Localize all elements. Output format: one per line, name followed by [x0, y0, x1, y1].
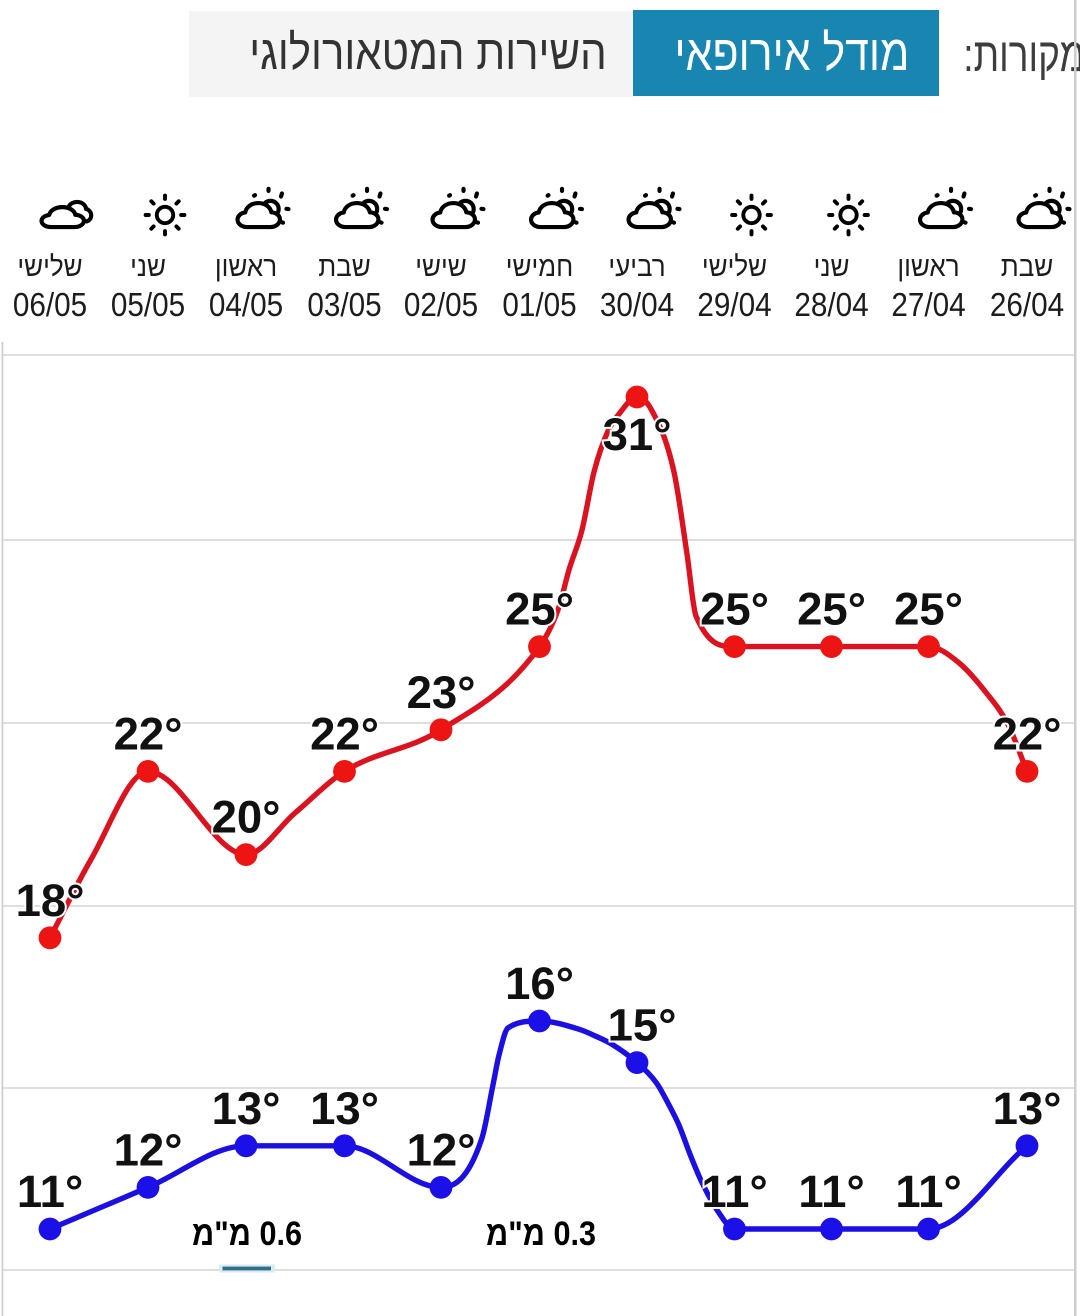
- svg-text:11°: 11°: [17, 1166, 83, 1217]
- svg-text:15°: 15°: [608, 1000, 677, 1051]
- svg-text:31°: 31°: [603, 409, 672, 460]
- svg-text:18°: 18°: [16, 875, 85, 926]
- svg-text:0.3 מ"מ: 0.3 מ"מ: [486, 1214, 596, 1252]
- svg-text:13°: 13°: [310, 1083, 379, 1134]
- svg-text:11°: 11°: [895, 1166, 961, 1217]
- svg-text:12°: 12°: [114, 1124, 183, 1175]
- svg-text:13°: 13°: [993, 1083, 1062, 1134]
- svg-text:מודל אירופאי: מודל אירופאי: [675, 25, 910, 81]
- svg-text:11°: 11°: [701, 1166, 767, 1217]
- svg-text:ראשון: ראשון: [215, 251, 277, 282]
- svg-text:25°: 25°: [797, 584, 866, 635]
- svg-text:16°: 16°: [505, 958, 574, 1009]
- svg-text:שני: שני: [814, 251, 850, 282]
- svg-text:26/04: 26/04: [990, 285, 1064, 323]
- svg-text:13°: 13°: [212, 1083, 281, 1134]
- svg-text:רביעי: רביעי: [608, 251, 665, 282]
- svg-text:06/05: 06/05: [13, 285, 87, 323]
- svg-text:25°: 25°: [894, 584, 963, 635]
- svg-text:שני: שני: [130, 251, 166, 282]
- svg-text:11°: 11°: [798, 1166, 864, 1217]
- svg-text:שבת: שבת: [318, 251, 370, 282]
- svg-text:23°: 23°: [407, 667, 476, 718]
- svg-text:השירות המטאורולוגי: השירות המטאורולוגי: [249, 25, 607, 79]
- svg-text:מקורות:: מקורות:: [963, 29, 1080, 83]
- svg-text:20°: 20°: [212, 792, 281, 843]
- svg-text:ראשון: ראשון: [897, 251, 959, 282]
- svg-text:03/05: 03/05: [307, 285, 381, 323]
- svg-text:חמישי: חמישי: [506, 251, 573, 282]
- svg-text:12°: 12°: [407, 1124, 476, 1175]
- svg-text:27/04: 27/04: [891, 285, 965, 323]
- svg-text:05/05: 05/05: [111, 285, 185, 323]
- svg-text:שלישי: שלישי: [702, 251, 767, 282]
- svg-text:25°: 25°: [505, 584, 574, 635]
- svg-text:02/05: 02/05: [404, 285, 478, 323]
- svg-text:04/05: 04/05: [209, 285, 283, 323]
- svg-text:22°: 22°: [993, 708, 1062, 759]
- svg-text:0.6 מ"מ: 0.6 מ"מ: [192, 1214, 302, 1252]
- svg-text:שישי: שישי: [415, 251, 466, 282]
- svg-text:29/04: 29/04: [697, 285, 771, 323]
- svg-text:01/05: 01/05: [502, 285, 576, 323]
- svg-text:שבת: שבת: [1001, 251, 1053, 282]
- svg-text:25°: 25°: [700, 584, 769, 635]
- svg-text:22°: 22°: [114, 708, 183, 759]
- svg-text:30/04: 30/04: [600, 285, 674, 323]
- svg-text:28/04: 28/04: [794, 285, 868, 323]
- svg-text:שלישי: שלישי: [17, 251, 82, 282]
- svg-text:22°: 22°: [310, 708, 379, 759]
